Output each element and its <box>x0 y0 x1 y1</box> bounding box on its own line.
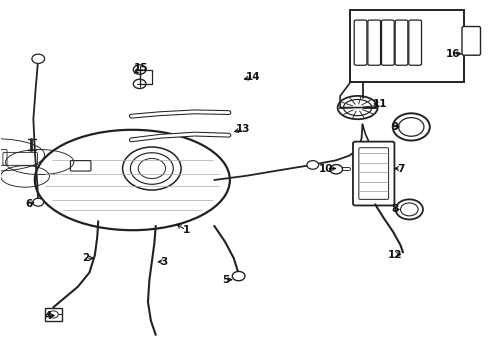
Text: 7: 7 <box>396 163 404 174</box>
FancyBboxPatch shape <box>367 20 380 65</box>
FancyBboxPatch shape <box>381 20 393 65</box>
Text: 1: 1 <box>182 225 189 235</box>
FancyBboxPatch shape <box>349 10 464 82</box>
Circle shape <box>306 161 318 169</box>
Text: 12: 12 <box>386 249 401 260</box>
Circle shape <box>395 199 422 220</box>
Text: 5: 5 <box>222 275 229 285</box>
Circle shape <box>400 203 417 216</box>
Circle shape <box>133 79 146 89</box>
Text: 4: 4 <box>45 311 52 320</box>
Circle shape <box>138 158 165 179</box>
Text: 13: 13 <box>236 124 250 134</box>
Circle shape <box>392 113 429 140</box>
Text: 3: 3 <box>160 257 167 267</box>
Circle shape <box>133 65 146 74</box>
Text: 2: 2 <box>82 253 89 263</box>
Circle shape <box>130 153 173 184</box>
Circle shape <box>33 198 43 206</box>
Ellipse shape <box>343 99 371 116</box>
Text: 8: 8 <box>390 204 398 215</box>
Text: 11: 11 <box>372 99 386 109</box>
FancyBboxPatch shape <box>352 141 394 206</box>
Text: 10: 10 <box>319 163 333 174</box>
Circle shape <box>232 271 244 281</box>
FancyBboxPatch shape <box>408 20 421 65</box>
Text: 15: 15 <box>134 63 148 73</box>
FancyBboxPatch shape <box>461 27 480 55</box>
Circle shape <box>122 147 181 190</box>
Circle shape <box>48 311 58 318</box>
Text: 14: 14 <box>245 72 260 82</box>
Ellipse shape <box>337 96 377 119</box>
FancyBboxPatch shape <box>394 20 407 65</box>
Circle shape <box>329 165 342 174</box>
FancyBboxPatch shape <box>358 148 388 199</box>
Text: 16: 16 <box>445 49 460 59</box>
FancyBboxPatch shape <box>44 308 62 321</box>
Text: 9: 9 <box>390 122 397 132</box>
Circle shape <box>32 54 44 63</box>
FancyBboxPatch shape <box>353 20 366 65</box>
Ellipse shape <box>35 130 229 230</box>
Text: 6: 6 <box>25 199 33 210</box>
Circle shape <box>398 118 423 136</box>
